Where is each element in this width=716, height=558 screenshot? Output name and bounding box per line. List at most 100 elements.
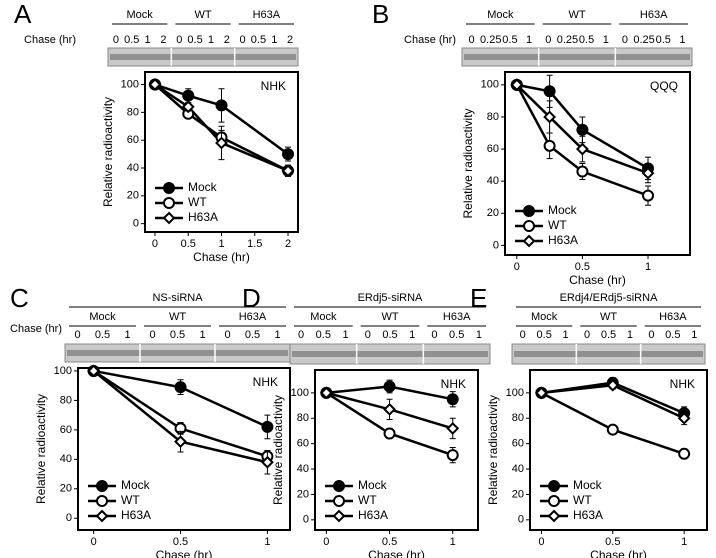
y-tick-label: 60	[60, 424, 72, 436]
y-tick-label: 40	[60, 453, 72, 465]
y-tick-label: 80	[487, 111, 499, 123]
lane-label: 1	[208, 34, 214, 46]
point	[678, 447, 691, 460]
x-tick-label: 0.5	[605, 536, 620, 548]
lane-label: 0.5	[449, 329, 464, 341]
plot-frame	[529, 369, 708, 531]
legend-marker	[96, 495, 108, 507]
legend-label: H63A	[573, 508, 603, 522]
lane-label: 0.5	[245, 329, 260, 341]
lane-label: 0	[469, 34, 475, 46]
lane-label: 0	[365, 329, 371, 341]
x-tick-label: 1.5	[247, 238, 262, 250]
point	[87, 364, 101, 378]
lane-label: 1	[603, 34, 609, 46]
x-tick-label: 0.5	[382, 536, 397, 548]
x-tick-label: 0.5	[173, 536, 188, 548]
gel-band	[110, 54, 296, 60]
y-tick-label: 40	[127, 162, 139, 174]
y-axis-label: Relative radioactivity	[101, 97, 115, 207]
gel-title: ERdj5-siRNA	[358, 292, 423, 304]
legend-label: Mock	[548, 203, 578, 217]
group-label: WT	[194, 9, 211, 21]
legend-marker	[523, 220, 535, 232]
panel-letter: C	[10, 283, 29, 313]
panel-letter: D	[242, 283, 261, 313]
group-label: WT	[381, 311, 398, 323]
y-tick-label: 20	[127, 190, 139, 202]
point	[641, 166, 655, 180]
group-label: H63A	[640, 9, 668, 21]
lane-label: 0.5	[124, 34, 139, 46]
point	[261, 420, 274, 433]
point	[281, 164, 295, 178]
y-tick-label: 60	[127, 134, 139, 146]
y-tick-label: 40	[487, 175, 499, 187]
point	[446, 393, 459, 406]
lane-header: Chase (hr)	[10, 323, 62, 335]
y-axis-label: Relative radioactivity	[34, 394, 48, 504]
lane-header: Chase (hr)	[24, 34, 76, 46]
x-tick-label: 2	[285, 238, 291, 250]
lane-label: 0	[584, 329, 590, 341]
point	[215, 136, 228, 150]
x-axis-label: Chase (hr)	[193, 250, 250, 264]
x-tick-label: 1	[681, 536, 687, 548]
series-line	[515, 83, 649, 175]
legend-label: H63A	[121, 508, 151, 522]
lane-label: 0.5	[601, 329, 616, 341]
lane-label: 1	[342, 329, 348, 341]
legend-marker	[96, 480, 108, 492]
y-tick-label: 80	[60, 394, 72, 406]
y-tick-label: 40	[297, 463, 309, 475]
legend-marker	[333, 480, 345, 492]
group-label: H63A	[659, 311, 687, 323]
lane-label: 2	[224, 34, 230, 46]
point	[606, 423, 619, 436]
lane-label: 1	[476, 329, 482, 341]
y-tick-label: 0	[518, 514, 524, 526]
x-tick-label: 1	[645, 261, 651, 273]
lane-label: 0	[622, 34, 628, 46]
lane-label: 1	[409, 329, 415, 341]
y-axis-label: Relative radioactivity	[271, 395, 285, 505]
legend-label: WT	[121, 493, 140, 507]
x-axis-label: Chase (hr)	[156, 548, 213, 558]
gel-title: ERdj4/ERdj5-siRNA	[560, 292, 658, 304]
lane-label: 1	[679, 34, 685, 46]
point	[677, 411, 691, 425]
annotation: NHK	[441, 377, 466, 391]
point	[282, 148, 295, 161]
lane-label: 0.5	[251, 34, 266, 46]
series-line	[154, 83, 289, 156]
gel-band	[292, 351, 488, 357]
point	[535, 386, 548, 400]
lane-label: 1	[563, 329, 569, 341]
lane-label: 0.5	[665, 329, 680, 341]
legend-marker	[163, 197, 175, 209]
point	[576, 123, 589, 136]
lane-label: 0	[176, 34, 182, 46]
lane-label: 1	[145, 34, 151, 46]
y-tick-label: 100	[121, 78, 139, 90]
y-tick-label: 60	[512, 438, 524, 450]
y-tick-label: 60	[487, 143, 499, 155]
lane-label: 0.5	[187, 34, 202, 46]
point	[543, 139, 556, 152]
y-axis-label: Relative radioactivity	[486, 395, 500, 505]
annotation: NHK	[253, 375, 278, 389]
group-label: Mock	[531, 311, 558, 323]
legend-marker	[332, 509, 346, 523]
y-tick-label: 20	[60, 483, 72, 495]
lane-label: 0.25	[557, 34, 578, 46]
lane-label: 1	[691, 329, 697, 341]
point	[319, 386, 333, 400]
point	[576, 165, 589, 178]
lane-label: 0	[74, 329, 80, 341]
group-label: H63A	[239, 311, 267, 323]
lane-label: 0	[113, 34, 119, 46]
legend-label: H63A	[548, 233, 578, 247]
gel-title: NS-siRNA	[152, 292, 203, 304]
legend-label: Mock	[573, 478, 603, 492]
